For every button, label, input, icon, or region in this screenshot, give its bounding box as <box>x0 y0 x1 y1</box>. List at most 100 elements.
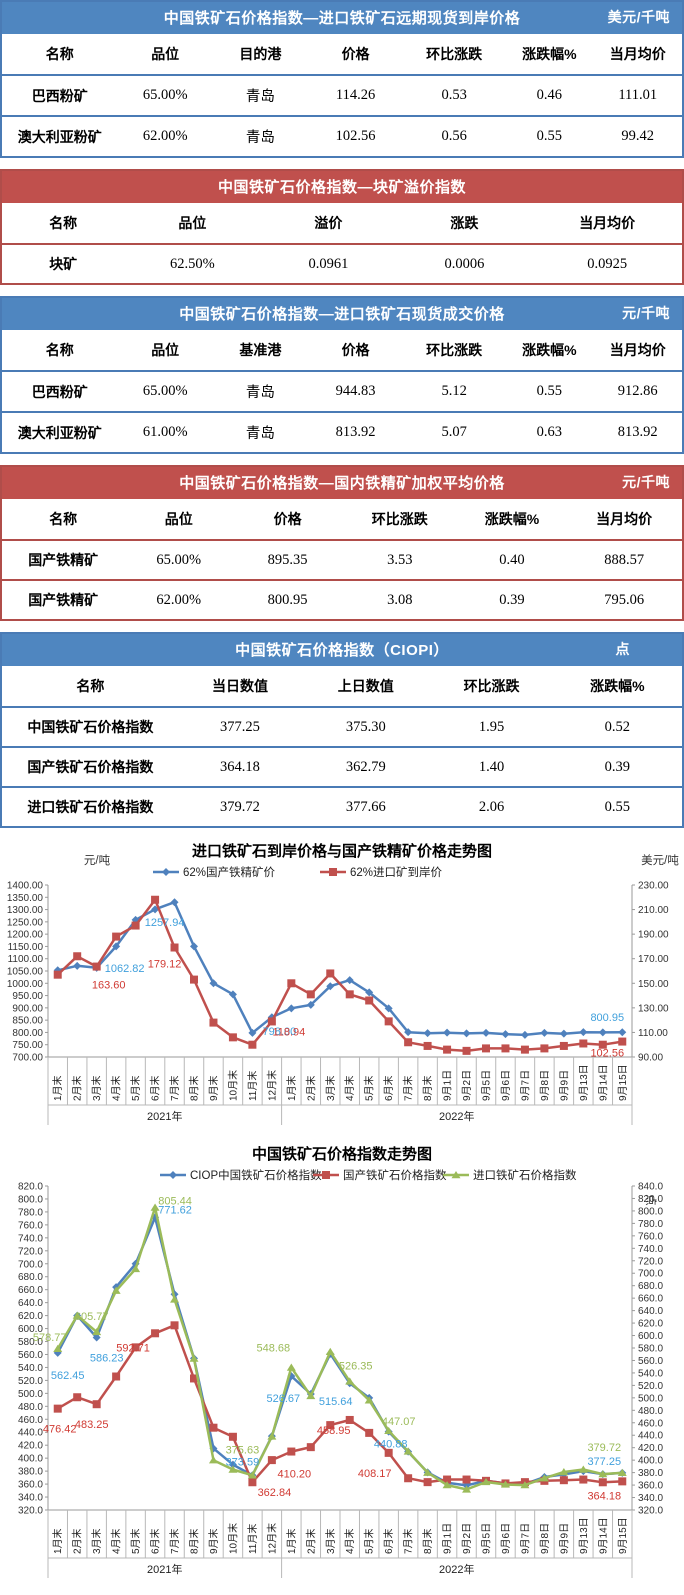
column-header: 当月均价 <box>579 215 636 231</box>
x-axis-category-label: 10月末 <box>226 1523 239 1554</box>
row-name: 进口铁矿石价格指数 <box>27 799 154 815</box>
right-axis-tick-label: 460.0 <box>638 1418 663 1429</box>
left-axis-tick-label: 1200.00 <box>7 930 44 941</box>
legend-label: 62%进口矿到岸价 <box>350 866 443 879</box>
left-axis-tick-label: 640.0 <box>18 1298 43 1309</box>
table-title: 中国铁矿石价格指数—国内铁精矿加权平均价格 <box>179 475 505 492</box>
left-axis-tick-label: 460.0 <box>18 1415 43 1426</box>
column-header: 当月均价 <box>609 46 666 62</box>
x-axis-category-label: 6月末 <box>149 1528 162 1554</box>
table-title-bar: 中国铁矿石价格指数（CIOPI） 点 <box>2 634 682 666</box>
right-axis-tick-label: 800.0 <box>638 1206 663 1217</box>
data-point-label: 377.25 <box>587 1456 621 1468</box>
column-header: 品位 <box>151 342 180 358</box>
right-axis-tick-label: 90.00 <box>638 1053 663 1064</box>
data-point-label: 458.95 <box>317 1425 351 1437</box>
cell-value: 0.55 <box>536 383 563 399</box>
table-title-bar: 中国铁矿石价格指数—块矿溢价指数 <box>2 171 682 203</box>
data-point-label: 483.25 <box>75 1419 109 1431</box>
cell-value: 379.72 <box>220 798 260 815</box>
left-axis-tick-label: 520.0 <box>18 1376 43 1387</box>
left-axis-tick-label: 1150.00 <box>8 942 44 953</box>
left-axis-tick-label: 850.00 <box>12 1016 43 1027</box>
right-axis-tick-label: 560.0 <box>638 1356 663 1367</box>
price-table-4: 中国铁矿石价格指数（CIOPI） 点名称 当日数值 上日数值 环比涨跌 涨跌幅% 中国铁矿石… <box>0 632 684 828</box>
data-point-label: 526.67 <box>267 1393 301 1405</box>
data-point-label: 379.72 <box>587 1442 621 1454</box>
left-axis-tick-label: 340.0 <box>18 1493 43 1504</box>
cell-value: 62.00% <box>142 128 188 144</box>
table-row: 国产铁矿石价格指数 364.18 362.79 1.40 0.39 <box>2 746 682 786</box>
x-axis-category-label: 11月末 <box>246 1071 259 1101</box>
data-point-label: 118.94 <box>272 1026 305 1038</box>
cell-value: 62.50% <box>170 255 215 272</box>
column-header: 涨跌 <box>450 215 479 231</box>
legend-item-0: 62%国产铁精矿价 <box>153 865 276 879</box>
x-axis-category-label: 5月末 <box>363 1528 376 1554</box>
cell-value: 813.92 <box>335 424 376 440</box>
data-point-label: 102.56 <box>590 1048 624 1060</box>
left-axis-tick-label: 1000.00 <box>7 979 44 990</box>
column-header: 价格 <box>341 342 370 358</box>
table-unit-label: 美元/千吨 <box>607 9 670 25</box>
data-point-label: 1257.94 <box>145 917 185 929</box>
column-header: 名称 <box>45 46 74 62</box>
cell-value: 5.12 <box>441 383 467 399</box>
table-row: 块矿 62.50% 0.0961 0.0006 0.0925 <box>2 243 682 283</box>
column-header: 环比涨跌 <box>426 342 483 358</box>
left-axis-tick-label: 760.0 <box>18 1220 43 1231</box>
chart-title: 中国铁矿石价格指数走势图 <box>252 1145 432 1163</box>
left-axis-tick-label: 320.0 <box>18 1506 43 1517</box>
table-unit-label: 元/千吨 <box>622 305 670 321</box>
x-axis-category-label: 9月2日 <box>461 1523 473 1554</box>
cell-value: 795.06 <box>604 591 645 608</box>
cell-value: 0.0006 <box>444 255 485 272</box>
x-axis-category-label: 4月末 <box>110 1075 123 1101</box>
x-axis-category-label: 9月末 <box>207 1075 220 1101</box>
x-axis-category-label: 1月末 <box>51 1528 64 1554</box>
price-table-0: 中国铁矿石价格指数—进口铁矿石远期现货到岸价格 美元/千吨 名称 品位 目的港 价格 环比涨… <box>0 0 684 158</box>
cell-value: 912.86 <box>617 383 658 399</box>
table-header-row: 名称 品位 基准港 价格 环比涨跌 涨跌幅% 当月均价 <box>2 330 682 370</box>
cell-value: 0.53 <box>441 87 467 103</box>
cell-value: 3.08 <box>387 591 413 608</box>
x-axis-category-label: 3月末 <box>90 1075 103 1101</box>
cell-value: 0.55 <box>604 798 631 815</box>
right-axis-tick-label: 600.0 <box>638 1331 663 1342</box>
x-axis-category-label: 3月末 <box>324 1528 337 1554</box>
x-axis-category-label: 7月末 <box>402 1075 415 1101</box>
data-point-label: 548.68 <box>257 1343 291 1355</box>
left-axis-tick-label: 700.00 <box>12 1053 43 1064</box>
data-point-label: 1062.82 <box>105 963 145 975</box>
legend-label: 国产铁矿石价格指数 <box>343 1168 447 1182</box>
table-header-row: 名称 品位 价格 环比涨跌 涨跌幅% 当月均价 <box>2 499 682 539</box>
right-axis-tick-label: 660.0 <box>638 1294 663 1305</box>
left-axis-unit-label: 元/吨 <box>84 854 111 867</box>
x-axis-category-label: 9月5日 <box>481 1070 493 1101</box>
table-title-bar: 中国铁矿石价格指数—进口铁矿石远期现货到岸价格 美元/千吨 <box>2 2 682 34</box>
x-axis-category-label: 4月末 <box>343 1075 356 1101</box>
legend-item-2: 进口铁矿石价格指数 <box>443 1168 577 1182</box>
data-point-label: 408.17 <box>358 1468 392 1480</box>
cell-value: 895.35 <box>267 551 308 568</box>
x-axis-category-label: 6月末 <box>382 1075 395 1101</box>
right-axis-tick-label: 170.00 <box>638 954 669 965</box>
x-axis-category-label: 9月2日 <box>461 1070 473 1101</box>
x-axis-category-label: 1月末 <box>51 1075 64 1101</box>
column-header: 价格 <box>273 511 302 527</box>
left-axis-tick-label: 580.0 <box>18 1337 43 1348</box>
left-axis-tick-label: 820.0 <box>18 1182 43 1193</box>
right-axis-tick-label: 840.0 <box>638 1182 663 1193</box>
series-2 <box>53 1203 627 1493</box>
cell-value: 5.07 <box>441 424 467 440</box>
x-axis-category-label: 5月末 <box>129 1075 142 1101</box>
x-axis-labels: 1月末 2月末 3月末 4月末 5月末 6月末 7月末 8月末 9月末 10月末 11月末 12月末 1… <box>47 1510 633 1559</box>
x-axis-category-label: 8月末 <box>188 1075 201 1101</box>
row-name: 澳大利亚粉矿 <box>17 128 102 145</box>
price-table-3: 中国铁矿石价格指数—国内铁精矿加权平均价格 元/千吨 名称 品位 价格 环比涨跌 涨跌幅% 当… <box>0 465 684 621</box>
table-row: 国产铁精矿 65.00% 895.35 3.53 0.40 888.57 <box>2 539 682 579</box>
column-header: 基准港 <box>239 342 282 358</box>
data-point-label: 798.00 <box>263 1026 297 1038</box>
